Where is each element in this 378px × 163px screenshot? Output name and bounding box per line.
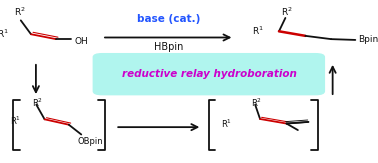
Text: R$^1$: R$^1$ [10, 115, 22, 127]
Text: R$^2$: R$^2$ [31, 97, 43, 109]
Text: reductive relay hydroboration: reductive relay hydroboration [122, 69, 297, 79]
Text: base (cat.): base (cat.) [136, 14, 200, 24]
FancyBboxPatch shape [93, 53, 325, 95]
Text: R$^2$: R$^2$ [14, 6, 26, 18]
Text: R$^1$: R$^1$ [252, 25, 264, 37]
Text: R$^1$: R$^1$ [0, 27, 9, 40]
Text: R$^1$: R$^1$ [221, 117, 232, 130]
Text: Bpin: Bpin [358, 35, 378, 44]
Text: OH: OH [74, 37, 88, 46]
Text: R$^2$: R$^2$ [281, 5, 293, 18]
Text: OBpin: OBpin [78, 137, 104, 146]
Text: HBpin: HBpin [153, 42, 183, 52]
Text: R$^2$: R$^2$ [251, 97, 262, 109]
